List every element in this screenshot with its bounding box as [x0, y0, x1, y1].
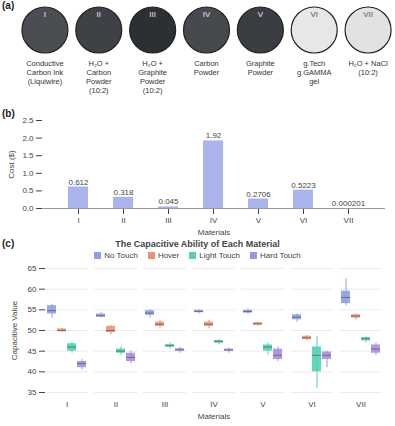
- svg-text:Graphite: Graphite: [138, 68, 167, 77]
- svg-text:Powder: Powder: [86, 77, 112, 86]
- html-text:(c): (c): [2, 238, 15, 249]
- svg-text:I: I: [77, 216, 79, 225]
- svg-text:Capacitive Value: Capacitive Value: [10, 300, 19, 360]
- svg-text:II: II: [121, 216, 125, 225]
- html-text:The Capacitive Ability of Each: The Capacitive Ability of Each Material: [115, 239, 280, 249]
- svg-text:Powder: Powder: [194, 68, 220, 77]
- svg-text:0.0: 0.0: [22, 204, 34, 213]
- svg-text:(10:2): (10:2): [89, 86, 109, 95]
- svg-text:H₂O +: H₂O +: [142, 59, 163, 68]
- svg-text:III: III: [162, 400, 169, 409]
- svg-text:45: 45: [28, 347, 37, 356]
- svg-text:I: I: [66, 400, 68, 409]
- html-text:Hard Touch: Hard Touch: [260, 251, 301, 260]
- html-text:Light Touch: Light Touch: [199, 251, 240, 260]
- svg-text:Carbon: Carbon: [86, 68, 111, 77]
- svg-text:65: 65: [28, 264, 37, 273]
- svg-text:Materials: Materials: [198, 228, 230, 237]
- svg-text:VI: VI: [310, 10, 318, 19]
- svg-text:55: 55: [28, 305, 37, 314]
- svg-text:0.2706: 0.2706: [246, 190, 271, 199]
- html-text:(a): (a): [2, 0, 15, 11]
- svg-text:H₂O +: H₂O +: [88, 59, 109, 68]
- svg-text:0.5: 0.5: [22, 186, 34, 195]
- svg-text:50: 50: [28, 326, 37, 335]
- svg-text:(10:2): (10:2): [358, 68, 378, 77]
- svg-text:Carbon: Carbon: [194, 59, 219, 68]
- svg-text:40: 40: [28, 367, 37, 376]
- svg-text:II: II: [97, 10, 101, 19]
- svg-text:35: 35: [28, 388, 37, 397]
- svg-text:III: III: [165, 216, 172, 225]
- svg-text:0.000201: 0.000201: [332, 199, 366, 208]
- svg-text:g.GAMMA: g.GAMMA: [297, 68, 332, 77]
- svg-text:IV: IV: [210, 400, 218, 409]
- svg-text:V: V: [256, 216, 262, 225]
- svg-text:I: I: [44, 10, 46, 19]
- svg-text:0.045: 0.045: [158, 197, 179, 206]
- svg-text:Conductive: Conductive: [26, 59, 64, 68]
- svg-text:V: V: [258, 10, 264, 19]
- svg-text:Materials: Materials: [198, 412, 230, 421]
- svg-text:Powder: Powder: [140, 77, 166, 86]
- svg-text:IV: IV: [210, 216, 218, 225]
- svg-text:0.5223: 0.5223: [291, 181, 316, 190]
- svg-text:Cost ($): Cost ($): [7, 150, 16, 179]
- svg-text:(10:2): (10:2): [143, 86, 163, 95]
- svg-text:2.0: 2.0: [22, 134, 34, 143]
- svg-text:g.Tech: g.Tech: [303, 59, 325, 68]
- svg-text:1.5: 1.5: [22, 151, 34, 160]
- svg-text:VI: VI: [308, 400, 316, 409]
- svg-text:V: V: [260, 400, 266, 409]
- svg-text:II: II: [114, 400, 118, 409]
- svg-text:III: III: [149, 10, 156, 19]
- svg-text:2.5: 2.5: [22, 116, 34, 125]
- html-text:Hover: Hover: [157, 251, 180, 260]
- svg-text:H₂O + NaCl: H₂O + NaCl: [348, 59, 388, 68]
- svg-text:0.318: 0.318: [113, 188, 134, 197]
- svg-text:IV: IV: [203, 10, 211, 19]
- svg-text:Graphite: Graphite: [246, 59, 275, 68]
- svg-text:Powder: Powder: [248, 68, 274, 77]
- html-text:(b): (b): [2, 108, 15, 119]
- svg-text:gel: gel: [309, 77, 319, 86]
- svg-text:0.612: 0.612: [68, 178, 89, 187]
- svg-text:VII: VII: [344, 216, 354, 225]
- svg-text:(Liquiwire): (Liquiwire): [28, 77, 63, 86]
- svg-text:VII: VII: [363, 10, 373, 19]
- svg-text:60: 60: [28, 285, 37, 294]
- svg-text:1.0: 1.0: [22, 169, 34, 178]
- svg-text:VII: VII: [356, 400, 366, 409]
- svg-text:VI: VI: [300, 216, 308, 225]
- svg-text:1.92: 1.92: [206, 131, 222, 140]
- svg-text:Carbon Ink: Carbon Ink: [27, 68, 64, 77]
- html-text:No Touch: No Touch: [104, 251, 138, 260]
